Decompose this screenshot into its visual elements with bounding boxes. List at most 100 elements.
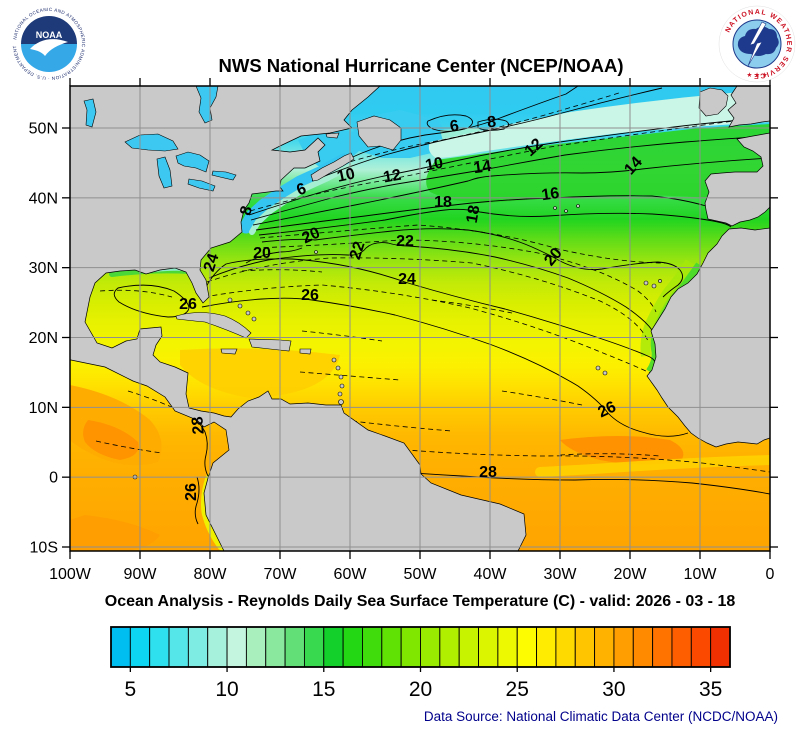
colorbar-segment xyxy=(555,626,576,668)
isotherm-label: 10 xyxy=(424,155,445,175)
isotherm-label: 28 xyxy=(189,416,207,435)
land-nova-scotia xyxy=(310,152,355,182)
isotherm-label: 18 xyxy=(464,204,484,225)
isotherm-label: 20 xyxy=(253,245,271,262)
axis-ticks xyxy=(62,78,778,559)
data-source-text: Data Source: National Climatic Data Cent… xyxy=(424,709,778,724)
isotherm-label: 6 xyxy=(449,117,460,135)
x-axis-label: 50W xyxy=(404,566,438,583)
isotherm-label: 20 xyxy=(299,224,322,247)
colorbar-segment xyxy=(497,626,518,668)
isotherm-label: 22 xyxy=(396,233,414,250)
x-axis-label: 30W xyxy=(544,566,578,583)
lat-lon-grid xyxy=(70,86,770,551)
x-axis-label: 70W xyxy=(264,566,298,583)
noaa-logo: NATIONAL OCEANIC AND ATMOSPHERIC ADMINIS… xyxy=(0,0,87,82)
colorbar-segment xyxy=(516,626,538,668)
colorbar-segment xyxy=(420,626,441,668)
lake-erie xyxy=(187,178,216,192)
isotherm-label: 26 xyxy=(301,287,319,304)
isotherm-label: 12 xyxy=(382,167,403,187)
isotherm-label: 26 xyxy=(595,398,618,421)
colorbar-segment xyxy=(478,626,499,668)
x-axis-label: 0 xyxy=(766,566,775,583)
y-axis-label: 50N xyxy=(29,121,58,138)
isotherm-label: 16 xyxy=(540,185,560,204)
colorbar-segment xyxy=(594,626,615,668)
colorbar-tick-label: 35 xyxy=(699,678,722,701)
colorbar-segment xyxy=(671,626,692,668)
colorbar-segment xyxy=(187,626,209,668)
isotherm-label: 14 xyxy=(472,158,492,177)
lake-winnipeg xyxy=(83,98,97,128)
land-anticosti xyxy=(325,132,340,139)
x-axis-label: 80W xyxy=(194,566,228,583)
nws-lightning-bolt-icon xyxy=(747,21,767,67)
land-france-iberia xyxy=(704,132,770,227)
colorbar-tick-label: 25 xyxy=(506,678,529,701)
colorbar-segment xyxy=(536,626,557,668)
colorbar-segment xyxy=(226,626,247,668)
colorbar-segment xyxy=(439,626,460,668)
isotherm-label: 28 xyxy=(479,464,497,481)
noaa-emblem-bottom xyxy=(21,44,77,72)
colorbar-tick-label: 30 xyxy=(602,678,625,701)
noaa-logo-label: NOAA xyxy=(36,30,63,40)
colorbar-segment xyxy=(323,626,344,668)
y-axis-label: 30N xyxy=(29,260,58,277)
noaa-emblem-top xyxy=(21,16,77,44)
isotherm-label: 8 xyxy=(237,204,256,217)
colorbar-segment xyxy=(342,626,363,668)
isotherm-label: 26 xyxy=(183,483,200,501)
x-axis-label: 100W xyxy=(49,566,92,583)
colorbar-tick-label: 20 xyxy=(409,678,432,701)
nws-logo: NATIONAL WEATHER SERVICE ★ ★ ★ xyxy=(718,5,796,83)
lake-ontario xyxy=(211,170,237,181)
land-newfoundland xyxy=(356,115,402,151)
lake-michigan xyxy=(156,156,173,189)
isotherm-label: 24 xyxy=(201,251,223,273)
colorbar-segment xyxy=(381,626,402,668)
isotherm-contours xyxy=(113,86,770,525)
x-axis-label: 20W xyxy=(614,566,648,583)
colorbar-segment xyxy=(632,626,654,668)
james-bay xyxy=(195,86,219,124)
colorbar-segment xyxy=(574,626,596,668)
colorbar-segment xyxy=(400,626,421,668)
map-plot-area xyxy=(70,86,770,551)
colorbar-segment xyxy=(149,626,170,668)
islands-lesser-antilles xyxy=(331,357,345,405)
y-axis-label: 10S xyxy=(30,540,58,557)
colorbar-segment xyxy=(207,626,228,668)
map-subtitle: Ocean Analysis - Reynolds Daily Sea Surf… xyxy=(105,593,736,610)
colorbar-segment xyxy=(613,626,634,668)
colorbar-tick-label: 10 xyxy=(215,678,238,701)
land-americas xyxy=(70,86,527,551)
colorbar-segment xyxy=(129,626,151,668)
isotherm-label: 18 xyxy=(434,194,452,211)
colorbar-segment xyxy=(168,626,189,668)
colorbar-segment xyxy=(458,626,479,668)
colorbar-tick-label: 5 xyxy=(125,678,137,701)
isotherm-label: 8 xyxy=(486,114,496,132)
colorbar-segment xyxy=(265,626,286,668)
isotherm-label: 10 xyxy=(336,165,357,185)
y-axis-label: 40N xyxy=(29,190,58,207)
lake-superior xyxy=(124,133,179,152)
colorbar-segment xyxy=(362,626,383,668)
isotherm-label: 24 xyxy=(398,271,416,288)
colorbar-segment xyxy=(245,626,267,668)
lakes xyxy=(83,86,237,192)
colorbar-segment xyxy=(710,626,731,668)
colorbar-segment xyxy=(690,626,712,668)
temperature-colorbar xyxy=(110,626,731,668)
nws-cloud-icon xyxy=(737,26,779,56)
colorbar-segment xyxy=(110,626,131,668)
page-title: NWS National Hurricane Center (NCEP/NOAA… xyxy=(219,55,624,76)
isotherm-label: 26 xyxy=(179,296,197,313)
isotherm-label: 22 xyxy=(347,239,369,261)
nws-stars: ★ ★ ★ xyxy=(746,71,767,79)
x-axis-label: 60W xyxy=(334,566,368,583)
land-europe-britain xyxy=(727,86,770,128)
